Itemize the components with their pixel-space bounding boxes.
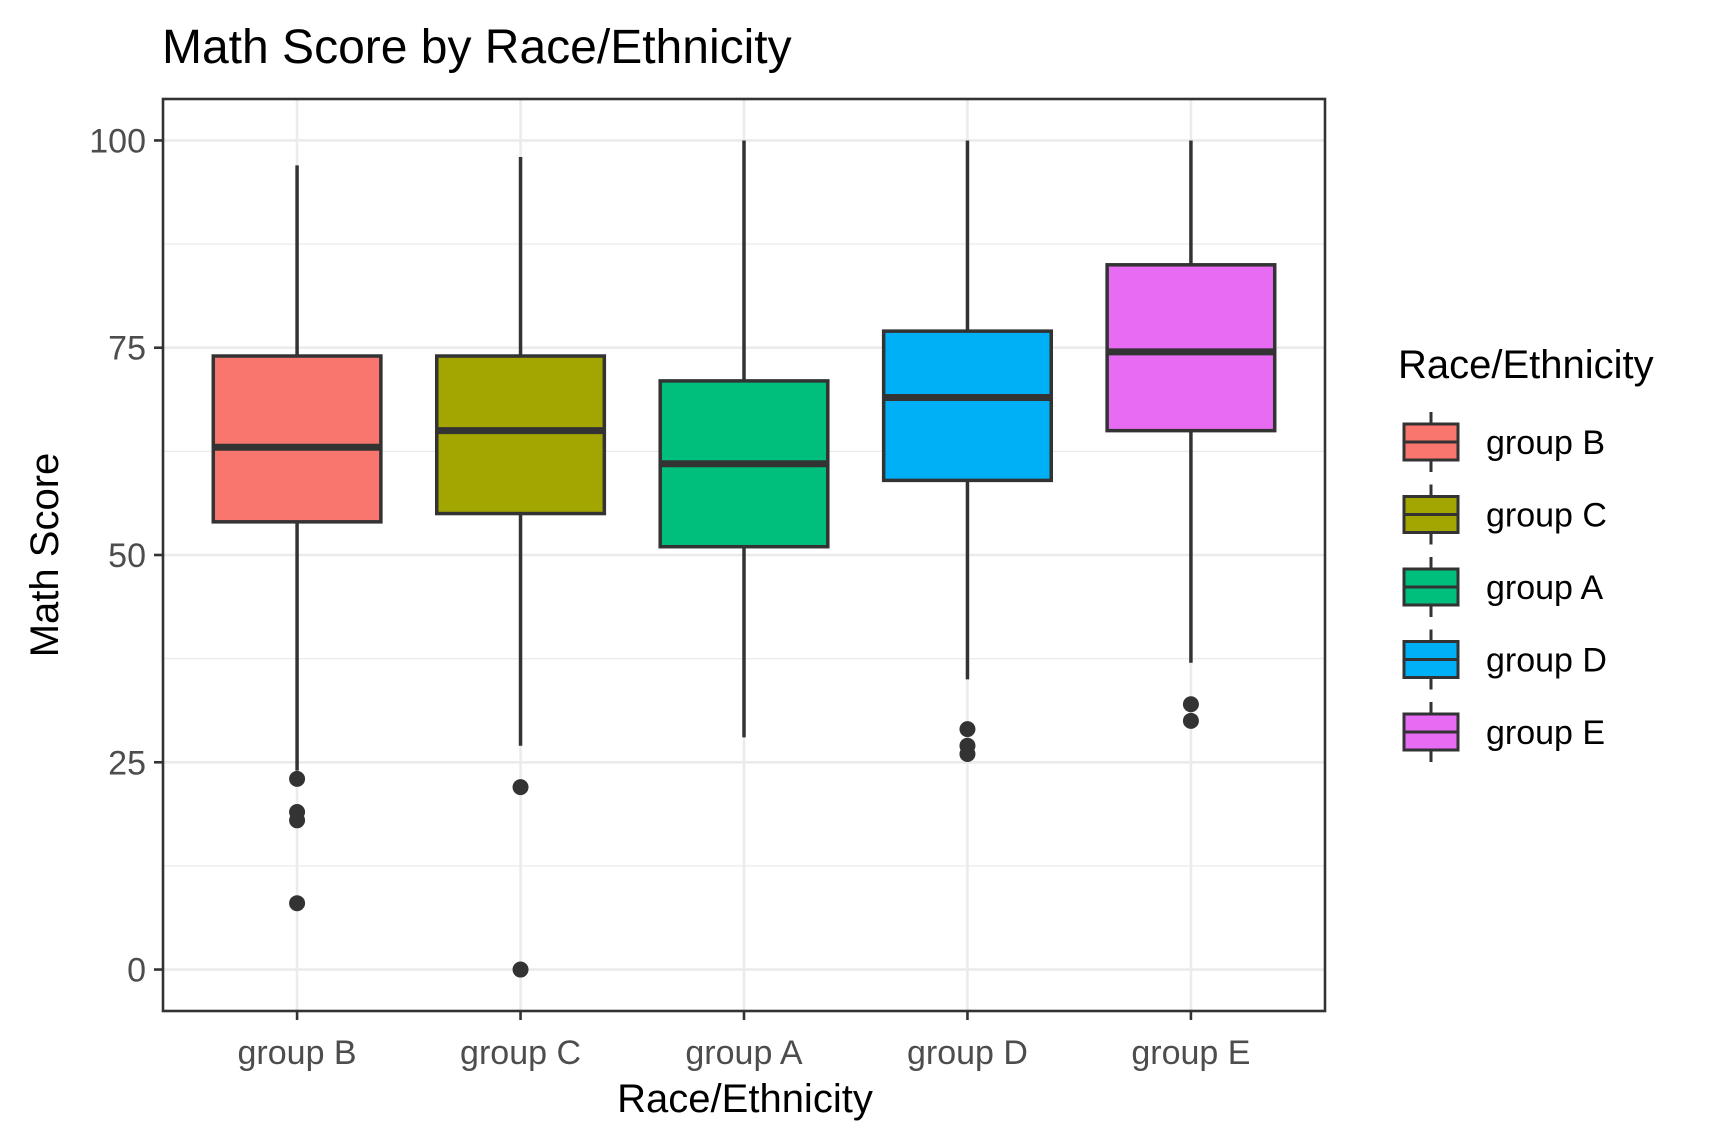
y-tick-label: 0 [127,952,146,990]
y-tick-label: 25 [108,744,146,782]
outlier-point [959,721,976,738]
box-iqr [211,354,383,524]
y-axis-title: Math Score [23,453,67,658]
outlier-point [512,961,529,978]
box-iqr [1105,263,1277,433]
legend-item-group-C: group C [1402,484,1607,545]
legend-label: group D [1486,642,1607,680]
outlier-point [1182,712,1199,729]
outlier-point [1182,696,1199,713]
plot-panel: 0 25 50 75 100 group B group C group A group D gr… [89,97,1327,1072]
legend-item-group-B: group B [1402,412,1605,472]
x-tick-label: group D [907,1034,1028,1072]
x-tick-label: group E [1131,1034,1250,1072]
legend-label: group A [1486,569,1604,607]
legend-item-group-A: group A [1402,557,1604,617]
legend-item-group-D: group D [1402,629,1607,690]
y-tick-label: 75 [108,330,146,368]
outlier-point [959,745,976,762]
outlier-point [289,770,306,787]
x-tick-label: group B [238,1034,357,1072]
legend: Race/Ethnicity group B group C group A grou… [1398,343,1654,762]
y-tick-label: 100 [89,122,146,160]
box-iqr [881,329,1054,483]
legend-label: group E [1486,714,1605,752]
box-group-D [881,140,1054,762]
box-iqr [434,354,607,516]
legend-title: Race/Ethnicity [1398,343,1654,387]
x-tick-label: group A [685,1034,803,1072]
outlier-point [512,779,529,796]
x-axis-title: Race/Ethnicity [617,1077,873,1121]
legend-label: group C [1486,497,1607,535]
outlier-point [289,812,306,829]
x-tick-label: group C [460,1034,581,1072]
y-tick-label: 50 [108,537,146,575]
chart-title: Math Score by Race/Ethnicity [162,21,792,74]
box-group-C [434,157,607,978]
legend-item-group-E: group E [1402,702,1605,762]
legend-label: group B [1486,424,1605,462]
box-group-E [1105,140,1277,729]
box-group-A [658,140,830,738]
box-group-B [211,165,383,912]
outlier-point [289,895,306,912]
